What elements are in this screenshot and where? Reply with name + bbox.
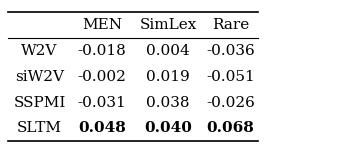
Text: -0.026: -0.026 bbox=[206, 96, 255, 110]
Text: SLTM: SLTM bbox=[17, 121, 62, 135]
Text: 0.048: 0.048 bbox=[78, 121, 126, 135]
Text: Rare: Rare bbox=[212, 18, 249, 32]
Text: -0.036: -0.036 bbox=[206, 44, 255, 58]
Text: siW2V: siW2V bbox=[15, 70, 64, 84]
Text: -0.051: -0.051 bbox=[206, 70, 255, 84]
Text: 0.038: 0.038 bbox=[146, 96, 190, 110]
Text: SimLex: SimLex bbox=[139, 18, 197, 32]
Text: MEN: MEN bbox=[82, 18, 122, 32]
Text: W2V: W2V bbox=[21, 44, 58, 58]
Text: 0.040: 0.040 bbox=[144, 121, 192, 135]
Text: -0.002: -0.002 bbox=[78, 70, 126, 84]
Text: 0.019: 0.019 bbox=[146, 70, 190, 84]
Text: SSPMI: SSPMI bbox=[13, 96, 66, 110]
Text: -0.018: -0.018 bbox=[78, 44, 126, 58]
Text: 0.068: 0.068 bbox=[206, 121, 254, 135]
Text: -0.031: -0.031 bbox=[78, 96, 126, 110]
Text: 0.004: 0.004 bbox=[146, 44, 190, 58]
